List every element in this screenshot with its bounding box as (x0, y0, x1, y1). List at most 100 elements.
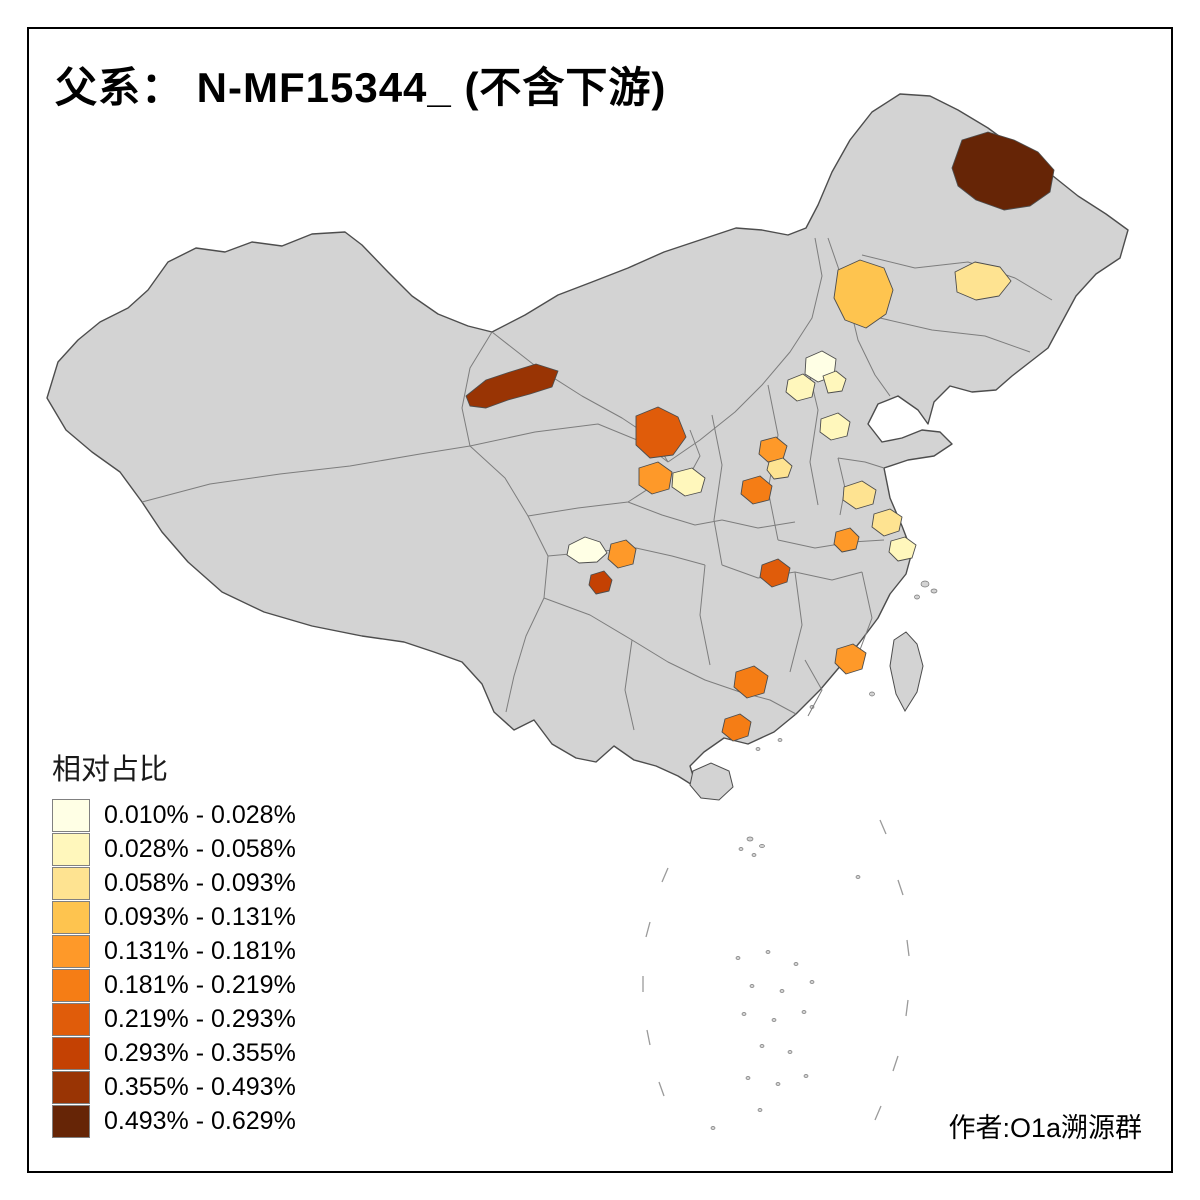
island-speck (855, 875, 861, 879)
province-boundary (527, 479, 663, 517)
legend-swatch-rect (52, 798, 90, 832)
highlighted-regions (465, 131, 1055, 742)
province-boundary (721, 519, 796, 529)
island-speck (914, 594, 920, 600)
province-boundary (879, 317, 1031, 353)
island-speck (735, 956, 741, 960)
island-speck (793, 962, 799, 966)
province-boundary (861, 254, 1053, 301)
map-region-shandong (842, 480, 877, 510)
sea-dash (658, 1081, 665, 1097)
page-title: 父系： N-MF15344_ (不含下游) (55, 64, 667, 111)
map-region-heilongjiang (951, 131, 1055, 211)
legend-swatch-rect (52, 1036, 90, 1070)
legend-swatch-rect (52, 1070, 90, 1104)
island-speck (787, 1050, 793, 1054)
legend-label: 0.355% - 0.493% (104, 1072, 296, 1101)
island-speck (779, 989, 785, 993)
map-region-guangdong-south (721, 713, 752, 742)
legend-label: 0.058% - 0.093% (104, 868, 296, 897)
map-region-gansu-west (465, 363, 559, 409)
province-boundary (141, 445, 471, 503)
legend-swatch-rect (52, 1002, 90, 1036)
legend-item: 0.493% - 0.629% (52, 1104, 296, 1138)
map-region-beijing-b (785, 373, 816, 402)
sea-dash (874, 1105, 882, 1121)
map-region-sichuan-orange (607, 539, 637, 569)
island-speck (741, 1012, 747, 1016)
map-region-jiangsu-pale (871, 508, 903, 537)
legend-swatch-rect (52, 1104, 90, 1138)
province-boundary (804, 659, 823, 717)
legend-swatch-rect (52, 900, 90, 934)
legend-item: 0.219% - 0.293% (52, 1002, 296, 1036)
province-boundary (789, 571, 803, 673)
legend-item: 0.093% - 0.131% (52, 900, 296, 934)
sea-dash-line (642, 819, 910, 1121)
sea-dash (892, 1055, 899, 1072)
island-speck (809, 980, 815, 984)
island-speck (869, 691, 875, 697)
map-region-guangxi (733, 665, 769, 699)
legend-title: 相对占比 (52, 754, 169, 786)
map-region-chengdu (566, 536, 608, 564)
legend-swatch (52, 1104, 90, 1138)
island-speck (751, 853, 757, 857)
legend-swatch-rect (52, 866, 90, 900)
legend-swatch (52, 900, 90, 934)
sea-dash (661, 867, 669, 883)
legend-item: 0.355% - 0.493% (52, 1070, 296, 1104)
legend-item: 0.028% - 0.058% (52, 832, 296, 866)
province-boundary (857, 571, 873, 656)
island-speck (738, 847, 744, 851)
map-region-sichuan-dark (588, 570, 613, 595)
china-mainland (46, 93, 1129, 789)
province-boundary (837, 457, 885, 469)
island-speck (930, 588, 938, 594)
legend-swatch (52, 832, 90, 866)
island-speck (801, 1010, 807, 1014)
legend-swatch (52, 968, 90, 1002)
legend-swatch-rect (52, 968, 90, 1002)
province-boundary (627, 501, 723, 526)
legend-item: 0.293% - 0.355% (52, 1036, 296, 1070)
island-speck (803, 1074, 809, 1078)
province-boundary (667, 237, 823, 463)
map-region-gansu-east (635, 406, 687, 459)
map-region-tianshui-east (671, 467, 706, 497)
island-speck (757, 1108, 763, 1112)
legend-label: 0.131% - 0.181% (104, 936, 296, 965)
taiwan-island (889, 631, 924, 712)
map-region-tianshui (638, 461, 673, 495)
sea-dash (645, 921, 651, 938)
legend-label: 0.093% - 0.131% (104, 902, 296, 931)
legend-swatch (52, 866, 90, 900)
sea-dash (897, 879, 904, 896)
province-boundary (777, 539, 885, 549)
island-speck (710, 1126, 716, 1130)
legend-swatch (52, 1002, 90, 1036)
legend-swatch-rect (52, 832, 90, 866)
map-region-hubei (759, 558, 791, 588)
attribution-text: 作者:O1a溯源群 (948, 1113, 1142, 1143)
legend: 相对占比 0.010% - 0.028% 0.028% - 0.058% 0.0… (52, 746, 296, 1138)
legend-item: 0.181% - 0.219% (52, 968, 296, 1002)
island-speck (759, 1044, 765, 1048)
sea-dash (879, 819, 887, 835)
island-speck (775, 1082, 781, 1086)
legend-label: 0.181% - 0.219% (104, 970, 296, 999)
map-region-hebei-south (819, 412, 851, 441)
province-boundary (711, 414, 723, 566)
legend-label: 0.010% - 0.028% (104, 800, 296, 829)
island-speck (920, 580, 930, 588)
province-boundary (469, 445, 549, 713)
island-speck (765, 950, 771, 954)
map-region-shanghai-adjacent (888, 536, 917, 562)
sea-dash (906, 939, 910, 957)
province-boundary (624, 639, 635, 731)
island-speck (746, 836, 754, 842)
legend-label: 0.493% - 0.629% (104, 1106, 296, 1135)
legend-item: 0.010% - 0.028% (52, 798, 296, 832)
map-region-jiangsu-orange (833, 527, 860, 553)
